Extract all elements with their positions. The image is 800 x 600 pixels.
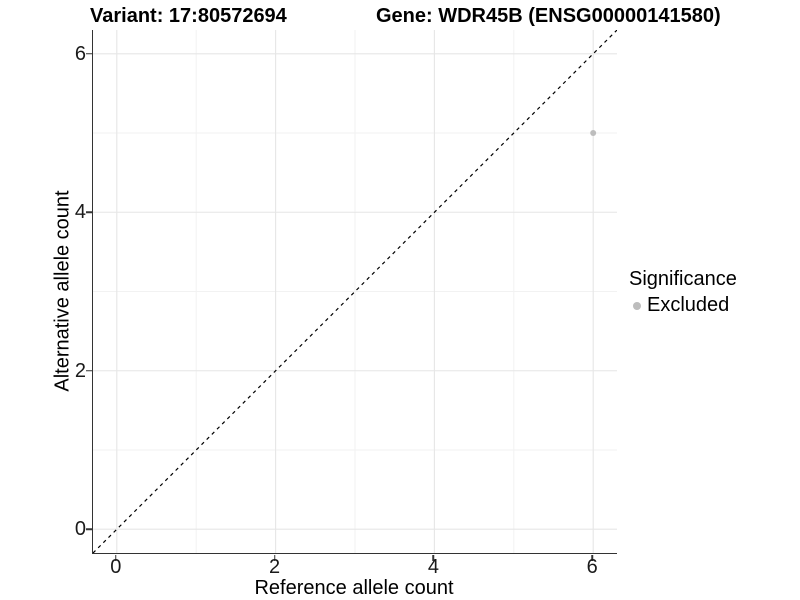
plot-canvas [93, 30, 617, 553]
y-axis-tick-label: 2 [74, 359, 86, 382]
y-axis-tick-label: 6 [74, 42, 86, 65]
x-axis-tick-label: 6 [586, 556, 598, 578]
legend-item-label: Excluded [647, 294, 730, 316]
y-axis-title: Alternative allele count [51, 190, 74, 392]
x-axis-tick [432, 554, 435, 561]
legend-item-excluded: Excluded [629, 294, 737, 317]
y-axis-tick-label: 0 [74, 518, 86, 541]
y-axis-tick [86, 369, 92, 372]
x-axis-title: Reference allele count [254, 577, 454, 599]
x-axis-tick [115, 554, 117, 561]
legend-title: Significance [629, 268, 737, 290]
legend-circle-marker-icon [633, 301, 641, 310]
x-axis-tick-label: 2 [269, 556, 281, 578]
y-axis-tick [86, 53, 92, 55]
x-axis-tick-label: 4 [427, 556, 439, 578]
x-axis-tick [591, 554, 593, 561]
y-axis-tick [86, 528, 92, 530]
legend: Significance Excluded [629, 268, 737, 317]
y-axis-tick-label: 4 [74, 201, 86, 224]
plot-title-variant: Variant: 17:80572694 [90, 5, 287, 27]
data-point [590, 130, 597, 137]
plot-panel [92, 30, 617, 554]
x-axis-tick-label: 0 [110, 556, 122, 578]
y-axis-tick [86, 211, 92, 213]
x-axis-tick [273, 554, 276, 561]
plot-title-gene: Gene: WDR45B (ENSG00000141580) [376, 5, 721, 27]
